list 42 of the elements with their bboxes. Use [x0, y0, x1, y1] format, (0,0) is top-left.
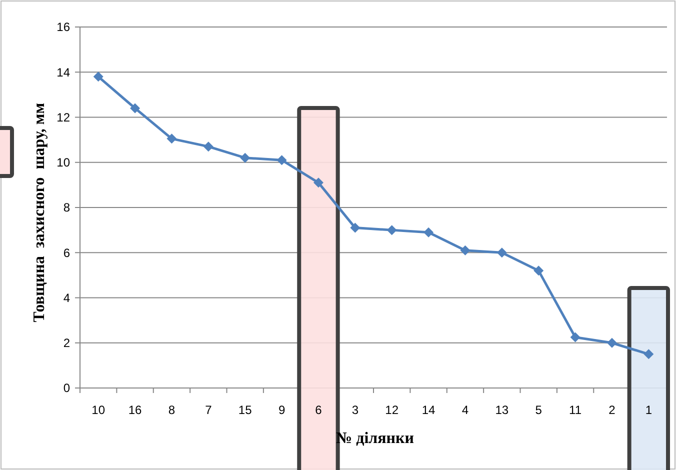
x-tick-label: 3 [352, 403, 359, 417]
point [534, 266, 544, 276]
y-axis-title: Товщина захисного шару, мм [31, 102, 48, 322]
x-tick-label: 4 [462, 403, 469, 417]
x-tick-label: 12 [385, 403, 399, 417]
point [606, 338, 617, 348]
point [424, 227, 434, 238]
y-tick-label: 10 [56, 156, 70, 170]
x-tick-label: 10 [92, 403, 106, 417]
x-tick-label: 8 [168, 403, 176, 417]
y-tick-label: 6 [63, 246, 70, 260]
point [276, 155, 287, 166]
y-tick-label: 0 [63, 381, 70, 396]
x-tick-label: 5 [535, 403, 542, 417]
point [93, 72, 104, 82]
point [460, 245, 470, 256]
y-tick-label: 4 [63, 290, 70, 305]
x-tick-label: 2 [608, 403, 616, 417]
x-tick-label: 16 [128, 403, 142, 417]
x-tick-label: 9 [278, 403, 286, 417]
point [350, 222, 360, 233]
point [166, 134, 177, 144]
y-tick-label: 2 [63, 336, 70, 350]
point [130, 103, 140, 114]
point [240, 152, 250, 163]
point [644, 349, 654, 360]
y-tick-label: 12 [56, 110, 70, 124]
x-tick-label: 1 [645, 403, 652, 417]
x-tick-label: 11 [569, 403, 582, 417]
x-tick-label: 6 [315, 403, 322, 417]
point [496, 248, 507, 258]
point [386, 225, 397, 236]
point [570, 332, 580, 342]
y-tick-label: 14 [56, 65, 70, 80]
x-tick-label: 13 [495, 403, 509, 417]
x-tick-label: 15 [238, 403, 252, 417]
x-tick-label: 7 [205, 403, 212, 417]
point [313, 178, 324, 188]
point [203, 142, 214, 152]
y-tick-label: 8 [63, 200, 70, 215]
x-tick-label: 14 [422, 403, 436, 417]
y-tick-label: 16 [56, 20, 70, 34]
